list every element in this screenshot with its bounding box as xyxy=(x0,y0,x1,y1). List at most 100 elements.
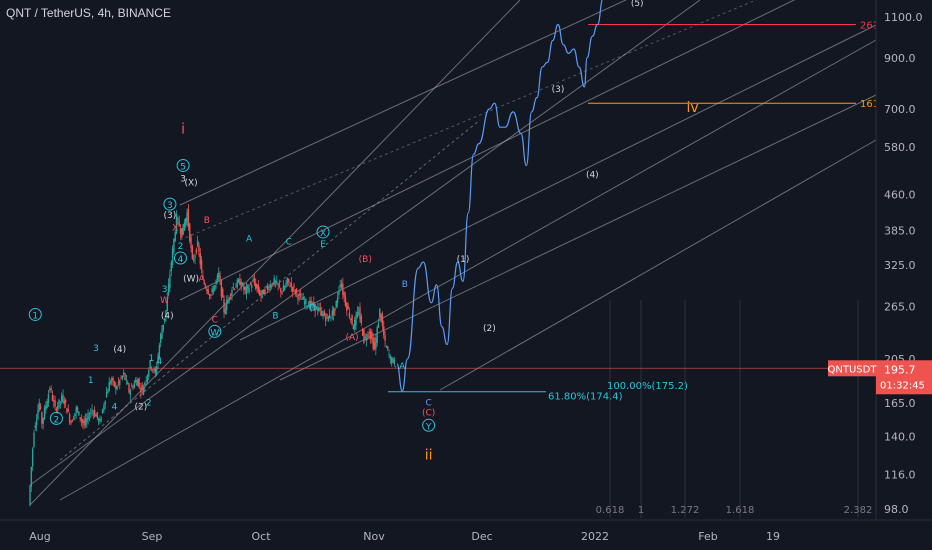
candle-body xyxy=(355,315,357,326)
candle-body xyxy=(340,284,343,288)
candle-body xyxy=(291,287,294,292)
wave-label: B xyxy=(402,280,408,290)
candle-body xyxy=(247,284,249,289)
candle-body xyxy=(138,383,141,385)
candle-body xyxy=(223,299,225,313)
wave-label: B xyxy=(272,311,278,321)
wave-label: (3) xyxy=(552,85,565,95)
retracement-label: 61.80%(174.4) xyxy=(548,392,623,403)
candle-body xyxy=(83,421,85,426)
candle-body xyxy=(285,282,287,287)
candle-body xyxy=(72,418,75,420)
candle-body xyxy=(109,381,112,384)
candle-body xyxy=(125,379,128,381)
candle-body xyxy=(166,296,168,312)
candle-body xyxy=(154,368,157,373)
candle-body xyxy=(338,290,340,295)
candle-body xyxy=(303,300,306,305)
candle-body xyxy=(332,309,335,316)
candle-body xyxy=(66,408,68,414)
candle-body xyxy=(302,296,304,300)
candle-body xyxy=(199,253,201,265)
x-tick-label: 2022 xyxy=(581,530,609,543)
candle-body xyxy=(96,412,99,418)
wave-label-circle xyxy=(49,411,63,425)
candle-body xyxy=(258,289,261,296)
candle-body xyxy=(319,307,322,310)
wave-label: (A) xyxy=(345,333,358,343)
candle-body xyxy=(115,385,117,389)
overlay-layer: 261. 161. 61.80%(174.4)100.00%(175.2) 0.618… xyxy=(0,0,882,518)
candle-body xyxy=(203,281,205,285)
candle-body xyxy=(231,289,233,296)
channel-line xyxy=(29,0,701,486)
candle-body xyxy=(62,394,64,403)
candle-body xyxy=(294,290,297,295)
candle-body xyxy=(277,283,279,286)
candle-body xyxy=(252,279,254,281)
candle-body xyxy=(42,417,44,424)
candle-body xyxy=(239,278,241,285)
candle-body xyxy=(185,218,187,226)
candle-body xyxy=(383,326,385,336)
candle-body xyxy=(307,305,310,308)
wave-label: A xyxy=(246,234,253,244)
candle-body xyxy=(244,286,246,291)
candle-body xyxy=(368,332,370,334)
candle-body xyxy=(79,417,81,419)
candle-body xyxy=(68,413,71,422)
candle-body xyxy=(343,292,345,298)
candle-body xyxy=(210,294,212,296)
wave-label: 5 xyxy=(180,162,186,172)
candle-body xyxy=(346,302,348,311)
candle-body xyxy=(59,401,62,403)
candle-body xyxy=(74,413,76,417)
candle-body xyxy=(351,314,353,325)
candle-body xyxy=(369,331,372,339)
candle-body xyxy=(324,316,327,322)
candle-body xyxy=(82,419,84,424)
wave-label: 4 xyxy=(178,255,184,265)
candle-body xyxy=(359,306,361,320)
candle-body xyxy=(173,238,175,253)
candle-body xyxy=(111,377,113,382)
candle-body xyxy=(54,400,56,407)
candle-body xyxy=(376,327,378,343)
fib-level-label: 161. xyxy=(860,99,882,110)
candle-body xyxy=(393,359,396,365)
candle-body xyxy=(123,372,125,374)
candle-body xyxy=(225,300,228,310)
candle-body xyxy=(194,255,196,259)
candle-body xyxy=(284,286,286,290)
candle-body xyxy=(187,209,190,227)
candle-body xyxy=(158,345,161,359)
candle-body xyxy=(331,310,333,317)
candle-body xyxy=(189,223,191,242)
candle-body xyxy=(156,366,158,375)
y-tick-label: 460.0 xyxy=(884,188,916,201)
candle-body xyxy=(37,410,39,420)
candle-body xyxy=(350,318,352,321)
candle-body xyxy=(240,282,242,288)
candle-body xyxy=(93,410,96,417)
channel-line xyxy=(179,0,796,301)
candle-body xyxy=(183,222,186,231)
channel-line xyxy=(279,94,877,381)
candle-body xyxy=(214,285,216,291)
wave-label: (2) xyxy=(483,324,496,334)
candle-body xyxy=(165,310,167,318)
candle-body xyxy=(295,288,298,293)
candle-body xyxy=(334,307,336,311)
candle-body xyxy=(348,312,351,318)
candle-body xyxy=(257,284,260,292)
candle-body xyxy=(305,299,307,305)
candle-body xyxy=(261,290,264,294)
y-tick-label: 900.0 xyxy=(884,52,916,65)
candle-body xyxy=(55,408,58,412)
y-tick-label: 116.0 xyxy=(884,469,916,482)
candle-body xyxy=(220,279,223,297)
candle-body xyxy=(249,283,252,285)
wave-label: 4 xyxy=(156,357,162,367)
candle-body xyxy=(105,392,108,398)
